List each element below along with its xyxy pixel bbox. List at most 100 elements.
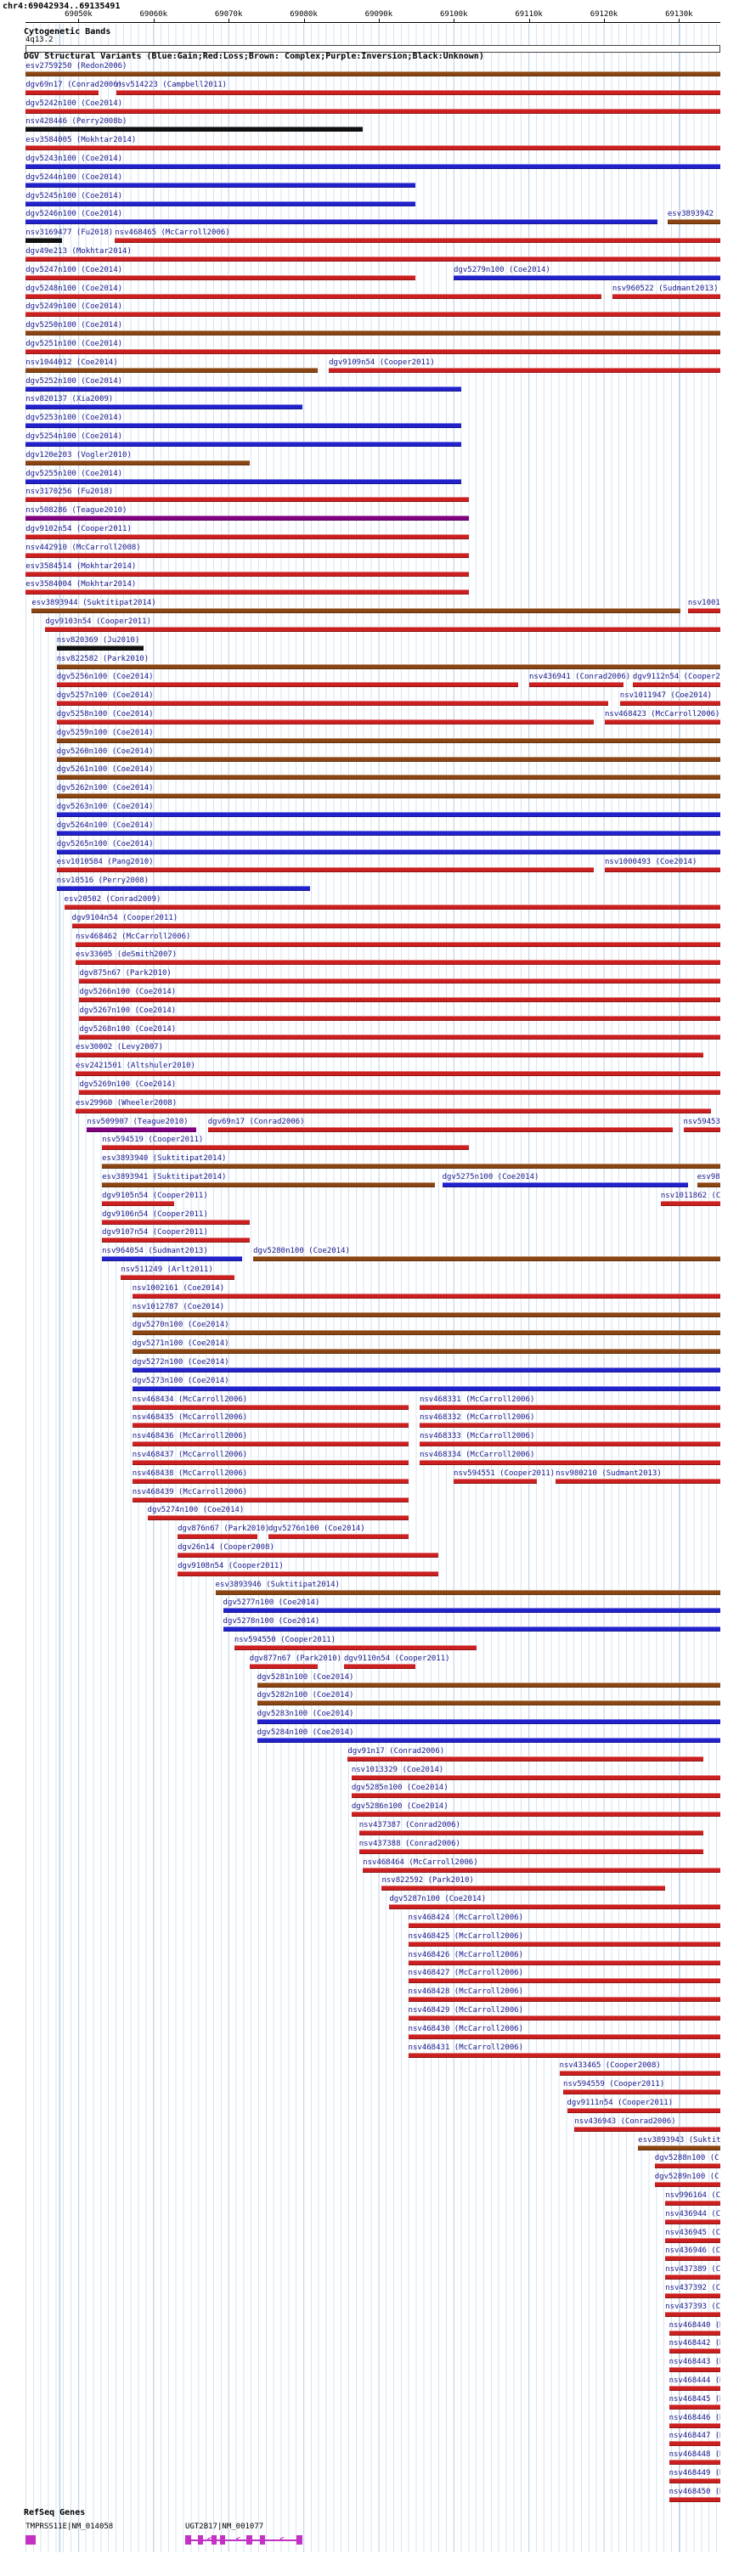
variant-bar-complex[interactable]	[132, 1330, 720, 1336]
variant-bar-loss[interactable]	[419, 1404, 720, 1410]
variant-bar-loss[interactable]	[45, 627, 720, 632]
variant-bar-loss[interactable]	[79, 1015, 720, 1021]
gene-intron-line[interactable]	[185, 2539, 302, 2541]
variant-bar-complex[interactable]	[215, 1589, 720, 1595]
variant-bar-loss[interactable]	[669, 2367, 720, 2373]
variant-bar-loss[interactable]	[556, 1478, 720, 1484]
variant-bar-loss[interactable]	[56, 701, 609, 707]
variant-bar-gain[interactable]	[442, 1182, 688, 1187]
variant-bar-loss[interactable]	[102, 1200, 174, 1206]
variant-bar-loss[interactable]	[654, 2163, 720, 2169]
variant-bar-gain[interactable]	[223, 1626, 720, 1632]
variant-bar-unknown[interactable]	[25, 238, 62, 244]
variant-bar-loss[interactable]	[574, 2126, 720, 2132]
variant-bar-loss[interactable]	[329, 367, 720, 373]
variant-bar-loss[interactable]	[665, 2218, 720, 2224]
variant-bar-loss[interactable]	[25, 274, 416, 280]
variant-bar-loss[interactable]	[559, 2071, 720, 2077]
variant-bar-loss[interactable]	[132, 1478, 409, 1484]
gene-exon[interactable]	[198, 2535, 204, 2545]
variant-bar-loss[interactable]	[347, 1756, 703, 1761]
variant-bar-loss[interactable]	[25, 497, 469, 503]
variant-bar-gain[interactable]	[25, 219, 658, 225]
variant-bar-complex[interactable]	[697, 1182, 720, 1187]
variant-bar-loss[interactable]	[147, 1515, 409, 1521]
variant-bar-loss[interactable]	[358, 1830, 703, 1835]
variant-bar-loss[interactable]	[56, 719, 594, 724]
variant-bar-loss[interactable]	[79, 978, 720, 984]
variant-bar-complex[interactable]	[25, 459, 250, 465]
variant-bar-loss[interactable]	[669, 2478, 720, 2483]
variant-bar-gain[interactable]	[25, 442, 461, 447]
variant-bar-loss[interactable]	[207, 1126, 674, 1132]
variant-bar-loss[interactable]	[76, 1108, 711, 1113]
variant-bar-loss[interactable]	[64, 905, 720, 910]
variant-bar-loss[interactable]	[25, 293, 601, 299]
variant-bar-loss[interactable]	[408, 1941, 720, 1947]
variant-bar-loss[interactable]	[632, 682, 720, 688]
variant-bar-loss[interactable]	[660, 1200, 720, 1206]
variant-bar-loss[interactable]	[419, 1423, 720, 1429]
variant-bar-loss[interactable]	[102, 1237, 250, 1243]
variant-bar-loss[interactable]	[419, 1460, 720, 1465]
variant-bar-loss[interactable]	[56, 682, 518, 688]
variant-bar-loss[interactable]	[25, 349, 720, 354]
variant-bar-gain[interactable]	[25, 164, 720, 169]
variant-bar-loss[interactable]	[132, 1460, 409, 1465]
variant-bar-complex[interactable]	[132, 1349, 720, 1355]
variant-bar-complex[interactable]	[132, 1311, 720, 1317]
variant-bar-gain[interactable]	[25, 200, 416, 206]
variant-bar-loss[interactable]	[102, 1219, 250, 1225]
variant-bar-gain[interactable]	[56, 830, 720, 836]
variant-bar-loss[interactable]	[669, 2441, 720, 2447]
variant-bar-loss[interactable]	[529, 682, 624, 688]
variant-bar-loss[interactable]	[408, 2052, 720, 2058]
variant-bar-loss[interactable]	[76, 941, 720, 947]
gene-exon[interactable]	[25, 2535, 36, 2545]
variant-bar-complex[interactable]	[102, 1164, 720, 1170]
variant-bar-loss[interactable]	[669, 2386, 720, 2391]
gene-exon[interactable]	[296, 2535, 302, 2545]
variant-bar-gain[interactable]	[454, 274, 720, 280]
variant-bar-loss[interactable]	[25, 89, 99, 95]
variant-bar-loss[interactable]	[683, 1126, 720, 1132]
variant-bar-loss[interactable]	[363, 1867, 720, 1873]
variant-bar-loss[interactable]	[687, 608, 720, 614]
variant-bar-unknown[interactable]	[25, 127, 364, 132]
variant-bar-loss[interactable]	[351, 1812, 720, 1818]
variant-bar-loss[interactable]	[669, 2348, 720, 2354]
variant-bar-complex[interactable]	[31, 608, 680, 614]
variant-bar-unknown[interactable]	[56, 645, 144, 651]
variant-bar-loss[interactable]	[268, 1534, 409, 1540]
variant-bar-loss[interactable]	[25, 552, 469, 558]
variant-bar-gain[interactable]	[56, 886, 310, 892]
variant-bar-loss[interactable]	[665, 2237, 720, 2243]
variant-bar-loss[interactable]	[132, 1404, 409, 1410]
variant-bar-complex[interactable]	[56, 775, 720, 781]
variant-bar-loss[interactable]	[25, 534, 469, 539]
variant-bar-loss[interactable]	[419, 1441, 720, 1447]
variant-bar-gain[interactable]	[102, 1256, 242, 1262]
variant-bar-loss[interactable]	[102, 1145, 469, 1151]
variant-bar-loss[interactable]	[654, 2182, 720, 2188]
variant-bar-loss[interactable]	[25, 589, 469, 595]
gene-exon[interactable]	[246, 2535, 253, 2545]
gene-exon[interactable]	[260, 2535, 266, 2545]
variant-bar-loss[interactable]	[605, 867, 720, 873]
variant-bar-loss[interactable]	[178, 1570, 439, 1576]
variant-bar-complex[interactable]	[638, 2145, 720, 2150]
variant-bar-loss[interactable]	[132, 1441, 409, 1447]
variant-bar-loss[interactable]	[351, 1774, 720, 1780]
variant-bar-loss[interactable]	[76, 960, 720, 966]
variant-bar-loss[interactable]	[25, 145, 720, 151]
variant-bar-gain[interactable]	[25, 404, 302, 410]
variant-bar-loss[interactable]	[79, 1090, 720, 1095]
variant-bar-loss[interactable]	[76, 1052, 703, 1058]
variant-bar-inversion[interactable]	[25, 516, 469, 521]
variant-bar-complex[interactable]	[25, 71, 720, 76]
variant-bar-complex[interactable]	[667, 219, 720, 225]
variant-bar-loss[interactable]	[25, 571, 469, 577]
variant-bar-loss[interactable]	[619, 701, 720, 707]
cytoband-box[interactable]	[25, 45, 720, 53]
variant-bar-loss[interactable]	[408, 2015, 720, 2021]
